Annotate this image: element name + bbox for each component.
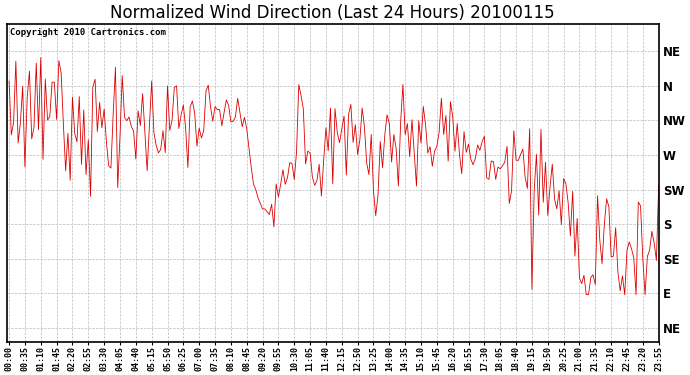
Text: Copyright 2010 Cartronics.com: Copyright 2010 Cartronics.com [10,28,166,38]
Title: Normalized Wind Direction (Last 24 Hours) 20100115: Normalized Wind Direction (Last 24 Hours… [110,4,555,22]
